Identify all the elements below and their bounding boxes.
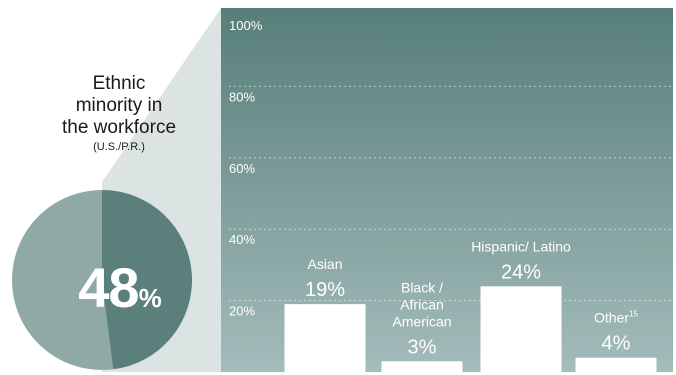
bar-category-label: African	[400, 296, 444, 312]
y-tick-label: 40%	[229, 232, 255, 247]
gridlines	[229, 85, 673, 302]
y-tick-label: 80%	[229, 89, 255, 104]
bar	[381, 361, 463, 372]
pie-highlight-slice	[102, 190, 192, 370]
bar-category-label: Hispanic/ Latino	[471, 238, 571, 254]
pie-title-line: the workforce	[61, 117, 177, 138]
y-tick-labels: 20% 40% 60% 80% 100%	[229, 18, 263, 319]
footnote-marker: 15	[629, 310, 638, 319]
pie-value-number: 48	[78, 256, 139, 319]
pie-title: Ethnic minority in the workforce	[45, 73, 193, 139]
y-tick-label: 20%	[229, 304, 255, 319]
bar-category-label: Black /	[401, 279, 443, 295]
bar	[480, 286, 562, 372]
y-tick-label: 100%	[229, 18, 263, 33]
bar	[284, 304, 366, 372]
pie-value-label: 48%	[50, 255, 190, 320]
pie-subtitle: (U.S./P.R.)	[93, 141, 145, 153]
bars	[284, 286, 657, 372]
bar	[575, 357, 657, 372]
bar-category-label: Other15	[594, 310, 638, 326]
bar-value-label: 24%	[501, 261, 541, 283]
y-tick-label: 60%	[229, 161, 255, 176]
pie-title-line: Ethnic	[92, 73, 146, 94]
bar-value-label: 3%	[408, 336, 437, 358]
bar-category-label: American	[392, 313, 451, 329]
bar-value-label: 19%	[305, 279, 345, 301]
pie-value-unit: %	[138, 283, 162, 313]
pie-title-line: minority in	[75, 95, 163, 116]
bar-value-label: 4%	[602, 333, 631, 355]
bar-category-label: Asian	[307, 256, 342, 272]
